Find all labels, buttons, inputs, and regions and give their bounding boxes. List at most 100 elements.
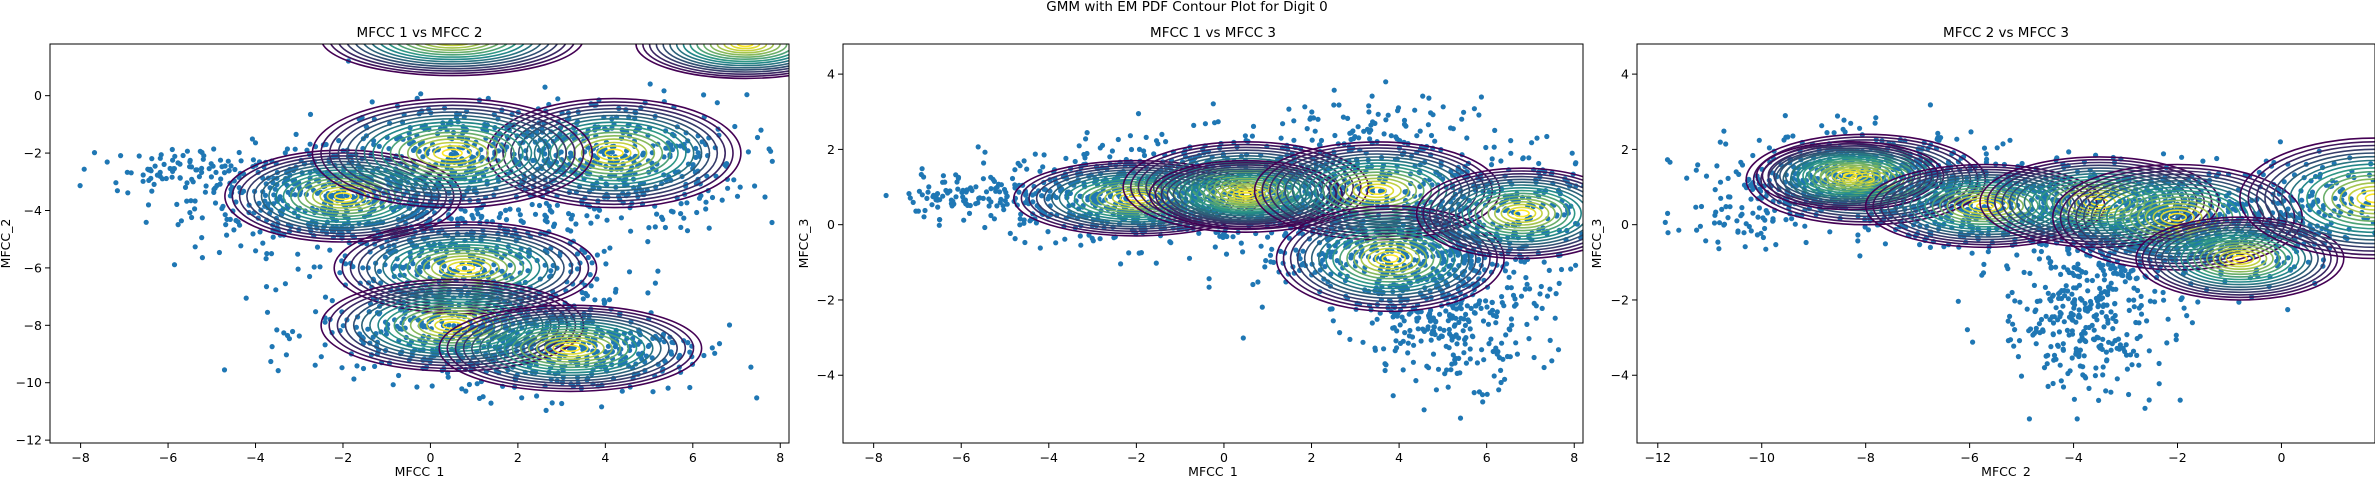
scatter-point <box>1210 101 1216 107</box>
scatter-point <box>1491 373 1497 379</box>
scatter-point <box>1078 242 1084 248</box>
contour-ellipse <box>337 107 567 199</box>
scatter-point <box>238 158 244 164</box>
scatter-point <box>1432 138 1438 144</box>
scatter-point <box>681 215 687 221</box>
contour-ellipse <box>326 189 360 203</box>
scatter-point <box>174 201 180 207</box>
scatter-point <box>517 212 523 218</box>
contour-ellipse <box>495 323 646 374</box>
scatter-point <box>1504 261 1510 267</box>
scatter-point <box>1310 115 1317 121</box>
subplot-title: MFCC 2 vs MFCC 3 <box>1943 25 2069 41</box>
scatter-point <box>488 400 494 406</box>
scatter-point <box>199 149 205 156</box>
scatter-point <box>1472 310 1478 316</box>
x-tick-label: 6 <box>689 450 697 465</box>
scatter-point <box>463 388 469 394</box>
scatter-point <box>1374 316 1380 322</box>
x-tick-label: −2 <box>1127 450 1145 465</box>
scatter-point <box>1457 304 1463 310</box>
contour-ellipse <box>1441 178 1583 249</box>
scatter-point <box>612 289 619 295</box>
scatter-point <box>1529 140 1535 146</box>
scatter-point <box>1382 367 1388 374</box>
scatter-point <box>1467 346 1473 352</box>
scatter-point <box>1589 280 1594 285</box>
scatter-point <box>414 384 420 390</box>
scatter-point <box>548 268 554 274</box>
contour-ellipse <box>424 141 481 165</box>
scatter-point <box>193 167 199 173</box>
scatter-point <box>1143 134 1149 140</box>
scatter-point <box>1454 341 1460 347</box>
scatter-point <box>1445 318 1451 324</box>
scatter-point <box>1622 194 1627 199</box>
scatter-point <box>149 188 155 194</box>
scatter-point <box>1733 169 1739 175</box>
scatter-point <box>1447 331 1453 337</box>
scatter-point <box>249 136 255 142</box>
scatter-point <box>169 174 175 180</box>
y-tick-label: −6 <box>24 260 42 275</box>
scatter-point <box>1262 264 1268 270</box>
scatter-point <box>1421 407 1427 413</box>
contour-ellipse <box>1353 241 1428 277</box>
contour-ellipse <box>675 44 789 67</box>
scatter-point <box>125 190 131 196</box>
scatter-point <box>1021 220 1027 226</box>
scatter-point <box>698 193 704 199</box>
scatter-point <box>236 149 242 156</box>
x-tick-label: 4 <box>601 450 609 465</box>
scatter-point <box>1553 291 1559 297</box>
scatter-point <box>758 127 764 133</box>
scatter-point <box>703 206 709 212</box>
scatter-point <box>536 202 543 209</box>
scatter-point <box>1493 313 1499 320</box>
scatter-point <box>1077 233 1083 239</box>
scatter-point <box>973 201 979 207</box>
scatter-point <box>1433 318 1439 324</box>
scatter-point <box>1388 133 1394 139</box>
scatter-point <box>949 203 955 209</box>
scatter-point <box>1315 116 1321 122</box>
scatter-point <box>626 269 633 275</box>
scatter-point <box>1819 123 1825 129</box>
scatter-point <box>906 191 912 197</box>
scatter-point <box>670 209 676 215</box>
scatter-point <box>393 263 399 269</box>
subplot-title: MFCC 1 vs MFCC 3 <box>1150 25 1276 41</box>
contour-ellipse <box>321 44 583 77</box>
scatter-point <box>1400 367 1406 373</box>
y-tick-label: −12 <box>16 433 42 448</box>
contour-ellipse <box>354 114 550 192</box>
scatter-point <box>934 191 941 197</box>
scatter-point <box>1446 326 1452 333</box>
scatter-point <box>1381 131 1387 137</box>
scatter-point <box>1465 317 1471 323</box>
scatter-point <box>1167 239 1173 245</box>
contour-ellipse <box>439 258 492 278</box>
contour-ellipse <box>723 44 768 52</box>
scatter-point <box>1508 138 1514 144</box>
scatter-point <box>113 180 119 186</box>
contour-ellipse <box>635 44 789 80</box>
scatter-point <box>910 199 916 205</box>
scatter-point <box>1360 339 1366 345</box>
scatter-point <box>293 131 299 137</box>
scatter-point <box>1081 151 1087 158</box>
contour-ellipse <box>1303 218 1477 299</box>
scatter-point <box>1000 203 1006 209</box>
contour-ellipse <box>511 328 630 369</box>
contour-ellipse <box>363 44 542 65</box>
scatter-point <box>340 323 346 329</box>
scatter-point <box>269 344 275 350</box>
contour-ellipse <box>388 44 517 58</box>
gmm-component-contours <box>1415 167 1583 260</box>
scatter-point <box>693 154 699 160</box>
contour-ellipse <box>1428 173 1583 254</box>
scatter-point <box>969 187 975 194</box>
scatter-point <box>188 164 195 170</box>
scatter-point <box>669 147 676 153</box>
scatter-point <box>988 186 994 192</box>
